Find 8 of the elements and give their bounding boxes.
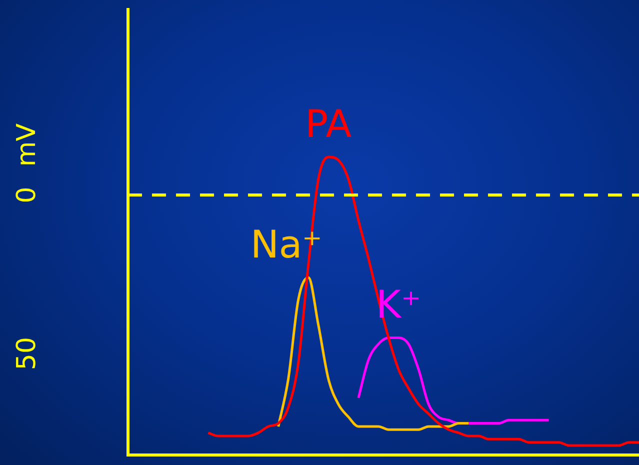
line-series xyxy=(206,156,639,447)
line-series xyxy=(277,276,470,431)
y-tick-label: 50 xyxy=(12,337,42,370)
series-label: K⁺ xyxy=(376,282,421,327)
y-axis-title: mV xyxy=(12,123,42,167)
line-series xyxy=(357,336,550,425)
series-label: PA xyxy=(305,102,352,146)
y-tick-label: 0 xyxy=(12,186,42,204)
